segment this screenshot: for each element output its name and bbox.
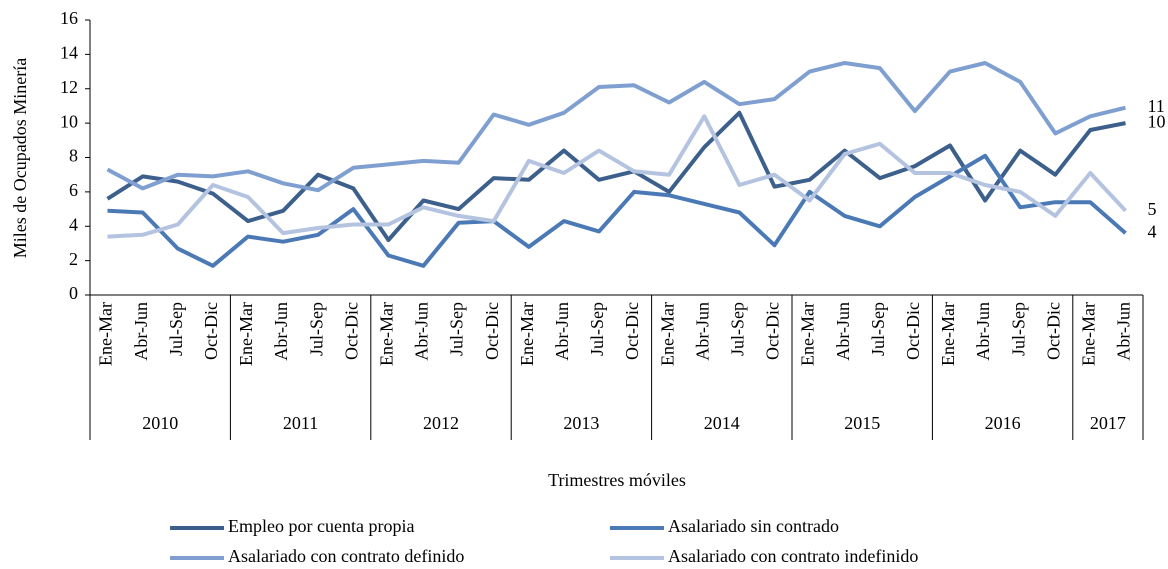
y-tick-label: 2 bbox=[69, 249, 78, 269]
x-tick-label: Abr-Jun bbox=[692, 302, 712, 361]
y-tick-label: 0 bbox=[69, 283, 78, 303]
group-label: 2017 bbox=[1090, 413, 1126, 433]
x-tick-label: Ene-Mar bbox=[236, 302, 256, 366]
group-label: 2010 bbox=[142, 413, 178, 433]
x-tick-label: Ene-Mar bbox=[376, 302, 396, 366]
x-tick-label: Ene-Mar bbox=[1078, 302, 1098, 366]
series-line bbox=[106, 61, 1126, 193]
x-axis-title: Trimestres móviles bbox=[548, 470, 686, 490]
x-tick-label: Abr-Jun bbox=[1114, 302, 1134, 361]
legend-label: Asalariado sin contrado bbox=[668, 516, 839, 536]
x-tick-label: Oct-Dic bbox=[341, 302, 361, 360]
legend-label: Asalariado con contrato indefinido bbox=[668, 546, 918, 566]
end-label: 11 bbox=[1147, 96, 1164, 116]
y-tick-label: 8 bbox=[69, 146, 78, 166]
x-tick-label: Ene-Mar bbox=[798, 302, 818, 366]
legend-label: Asalariado con contrato definido bbox=[228, 546, 464, 566]
group-label: 2011 bbox=[283, 413, 318, 433]
x-tick-label: Jul-Sep bbox=[727, 302, 747, 356]
group-label: 2015 bbox=[844, 413, 880, 433]
x-tick-label: Jul-Sep bbox=[166, 302, 186, 356]
series-line bbox=[106, 110, 1126, 242]
y-tick-label: 4 bbox=[69, 214, 78, 234]
y-tick-label: 14 bbox=[60, 43, 78, 63]
legend-label: Empleo por cuenta propia bbox=[228, 516, 414, 536]
group-label: 2013 bbox=[563, 413, 599, 433]
x-tick-label: Abr-Jun bbox=[973, 302, 993, 361]
x-tick-label: Oct-Dic bbox=[1043, 302, 1063, 360]
x-tick-label: Jul-Sep bbox=[868, 302, 888, 356]
x-tick-label: Oct-Dic bbox=[201, 302, 221, 360]
end-label: 4 bbox=[1147, 221, 1156, 241]
x-tick-label: Abr-Jun bbox=[552, 302, 572, 361]
group-label: 2014 bbox=[704, 413, 740, 433]
x-tick-label: Jul-Sep bbox=[587, 302, 607, 356]
x-tick-label: Jul-Sep bbox=[306, 302, 326, 356]
x-tick-label: Abr-Jun bbox=[271, 302, 291, 361]
y-tick-label: 16 bbox=[60, 8, 78, 28]
group-label: 2016 bbox=[985, 413, 1021, 433]
x-tick-label: Oct-Dic bbox=[482, 302, 502, 360]
x-tick-label: Ene-Mar bbox=[657, 302, 677, 366]
y-tick-label: 10 bbox=[60, 111, 78, 131]
x-tick-label: Oct-Dic bbox=[763, 302, 783, 360]
x-tick-label: Ene-Mar bbox=[96, 302, 116, 366]
x-tick-label: Abr-Jun bbox=[131, 302, 151, 361]
y-tick-label: 6 bbox=[69, 180, 78, 200]
x-tick-label: Oct-Dic bbox=[903, 302, 923, 360]
y-axis-title: Miles de Ocupados Minería bbox=[10, 58, 30, 258]
end-label: 10 bbox=[1147, 111, 1165, 131]
x-tick-label: Jul-Sep bbox=[1008, 302, 1028, 356]
x-tick-label: Ene-Mar bbox=[938, 302, 958, 366]
y-tick-label: 12 bbox=[60, 77, 78, 97]
x-tick-label: Jul-Sep bbox=[447, 302, 467, 356]
x-tick-label: Oct-Dic bbox=[622, 302, 642, 360]
series-line bbox=[107, 114, 1127, 239]
group-label: 2012 bbox=[423, 413, 459, 433]
x-tick-label: Ene-Mar bbox=[517, 302, 537, 366]
x-tick-label: Abr-Jun bbox=[412, 302, 432, 361]
end-label: 5 bbox=[1147, 199, 1156, 219]
x-tick-label: Abr-Jun bbox=[833, 302, 853, 361]
